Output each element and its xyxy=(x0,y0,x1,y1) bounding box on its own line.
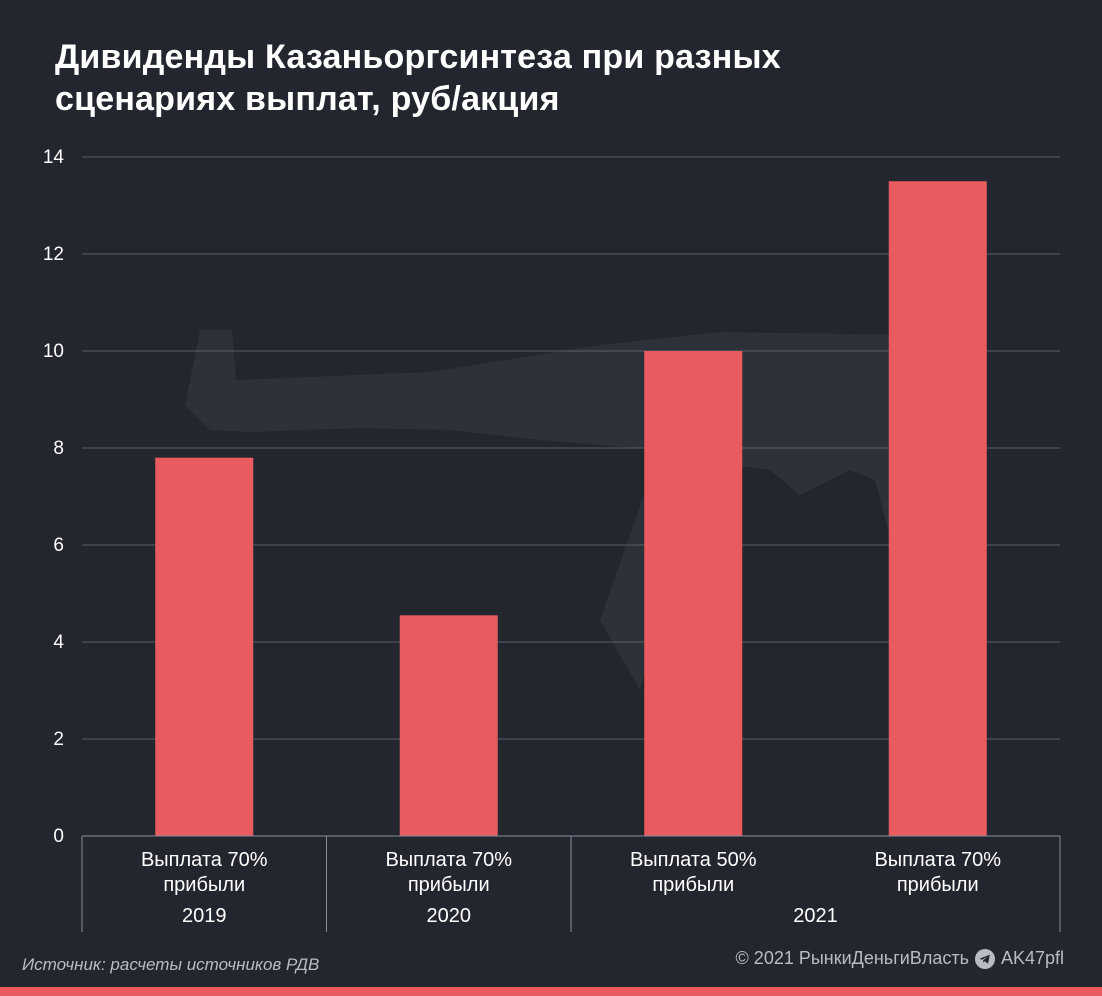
x-category-label: Выплата 50% xyxy=(630,849,757,871)
x-group-label: 2019 xyxy=(182,905,227,927)
y-tick-label: 10 xyxy=(43,341,64,362)
y-tick-label: 0 xyxy=(53,826,64,847)
chart-title-line-2: сценариях выплат, руб/акция xyxy=(55,80,560,118)
rifle-watermark-icon xyxy=(185,330,955,690)
source-note: Источник: расчеты источников РДВ xyxy=(22,955,320,974)
x-category-label: прибыли xyxy=(652,874,734,896)
y-tick-label: 8 xyxy=(53,438,64,459)
x-category-label: Выплата 70% xyxy=(385,849,512,871)
y-tick-label: 12 xyxy=(43,244,64,265)
x-group-label: 2021 xyxy=(793,905,838,927)
x-category-label: прибыли xyxy=(408,874,490,896)
telegram-handle[interactable]: AK47pfl xyxy=(1000,948,1064,968)
y-tick-label: 2 xyxy=(53,729,64,750)
bottom-accent-bar xyxy=(0,987,1102,996)
y-tick-label: 14 xyxy=(43,147,65,168)
x-group-label: 2020 xyxy=(427,905,472,927)
bar[interactable] xyxy=(155,457,254,836)
x-category-label: прибыли xyxy=(163,874,245,896)
bar[interactable] xyxy=(888,181,987,836)
chart-title: Дивиденды Казаньоргсинтеза при разных сц… xyxy=(55,36,955,120)
bar[interactable] xyxy=(399,615,498,836)
y-tick-label: 6 xyxy=(53,535,64,556)
footer-credits: © 2021 РынкиДеньгиВласть AK47pfl xyxy=(736,948,1064,969)
y-tick-label: 4 xyxy=(53,632,64,653)
x-category-label: прибыли xyxy=(897,874,979,896)
x-category-label: Выплата 70% xyxy=(141,849,268,871)
x-category-label: Выплата 70% xyxy=(874,849,1001,871)
chart-title-line-1: Дивиденды Казаньоргсинтеза при разных xyxy=(55,38,781,76)
bar[interactable] xyxy=(644,351,743,836)
telegram-icon xyxy=(974,948,995,969)
copyright-text: © 2021 РынкиДеньгиВласть xyxy=(735,948,969,968)
